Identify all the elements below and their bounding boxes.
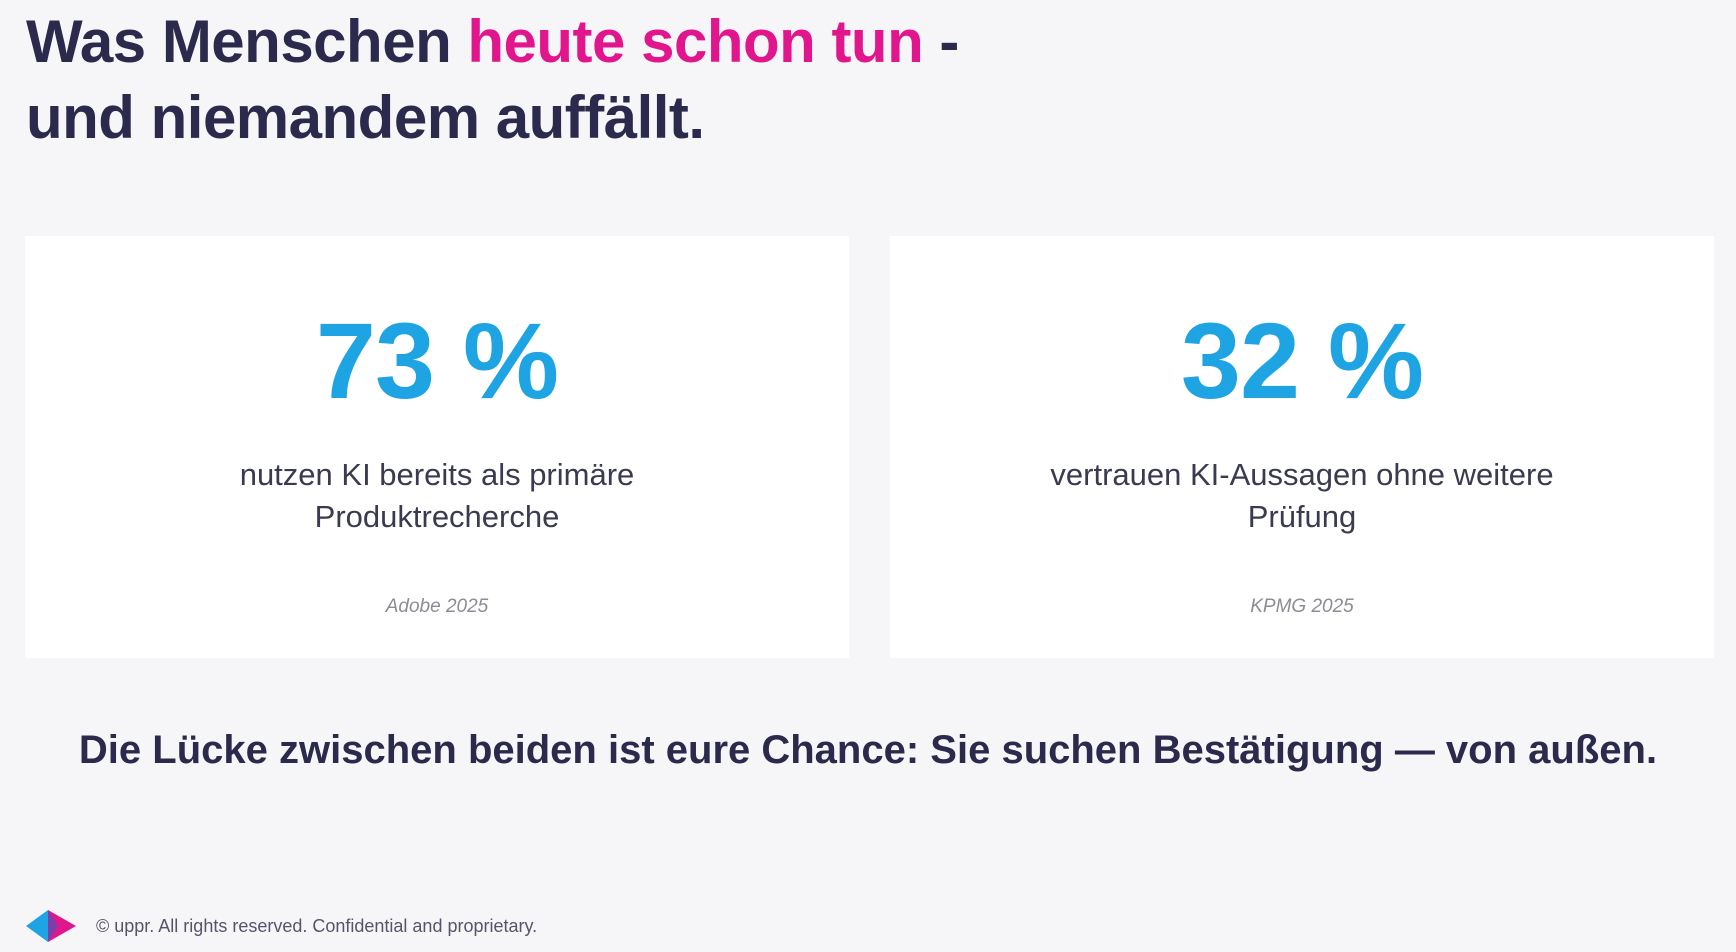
title-prefix: Was Menschen <box>26 8 468 75</box>
stat-description-line-2: Prüfung <box>1247 499 1357 534</box>
stat-card-trust: 32 % vertrauen KI-Aussagen ohne weitere … <box>890 236 1714 658</box>
stat-description-line-2: Produktrecherche <box>314 499 560 534</box>
stat-source: KPMG 2025 <box>1250 596 1354 617</box>
title-line-1: Was Menschen heute schon tun - <box>26 4 959 80</box>
stat-source: Adobe 2025 <box>385 596 489 617</box>
footer: © uppr. All rights reserved. Confidentia… <box>26 910 537 942</box>
tagline: Die Lücke zwischen beiden ist eure Chanc… <box>78 728 1658 772</box>
stat-description: vertrauen KI-Aussagen ohne weitere Prüfu… <box>950 454 1654 538</box>
stat-value: 32 % <box>1180 300 1424 421</box>
uppr-logo-icon <box>26 910 76 942</box>
stat-value: 73 % <box>315 300 559 421</box>
title-line-2: und niemandem auffällt. <box>26 84 705 151</box>
stat-description: nutzen KI bereits als primäre Produktrec… <box>85 454 789 538</box>
copyright-text: © uppr. All rights reserved. Confidentia… <box>96 915 538 936</box>
page-title: Was Menschen heute schon tun - und niema… <box>26 4 959 156</box>
stat-card-adoption: 73 % nutzen KI bereits als primäre Produ… <box>25 236 849 658</box>
title-suffix: - <box>923 8 959 75</box>
stat-description-line-1: vertrauen KI-Aussagen ohne weitere <box>1050 457 1554 492</box>
title-accent: heute schon tun <box>467 8 924 75</box>
stat-description-line-1: nutzen KI bereits als primäre <box>239 457 635 492</box>
